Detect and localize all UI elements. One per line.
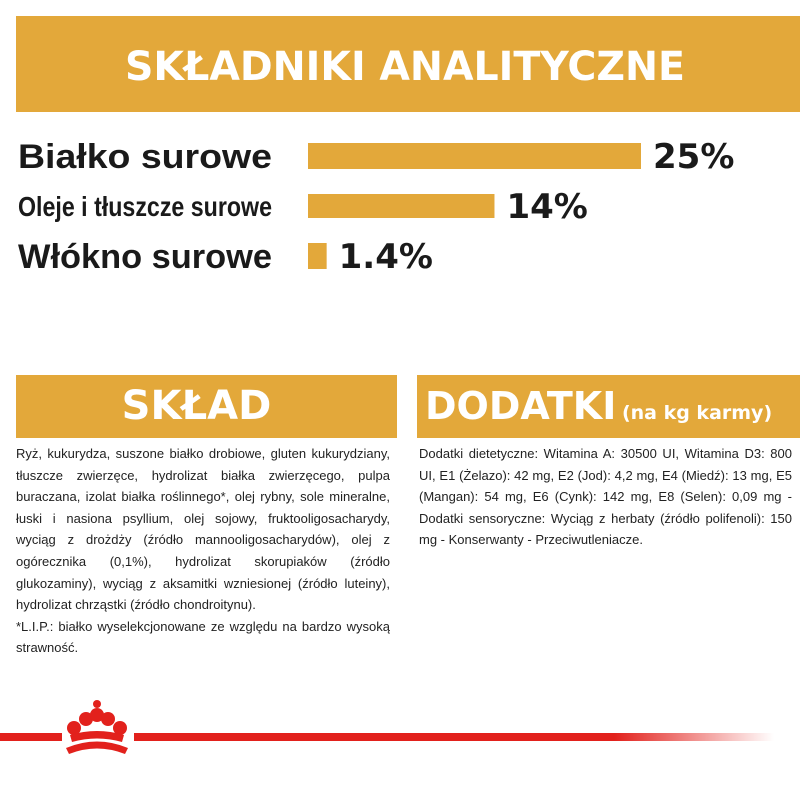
- category-label: Włókno surowe: [18, 238, 272, 276]
- crown-logo: [66, 700, 128, 754]
- value-label: 14%: [506, 187, 587, 227]
- category-label: Białko surowe: [18, 138, 272, 176]
- footer-line: [0, 733, 62, 741]
- analysis-chart: SKŁADNIKI ANALITYCZNE Białko surowe 25% Ol…: [16, 16, 800, 277]
- sklad-title: SKŁAD: [121, 383, 272, 429]
- category-label: Oleje i tłuszcze surowe: [18, 191, 272, 222]
- title-band: [16, 16, 800, 112]
- bar: [308, 243, 327, 269]
- sklad-text-block: Ryż, kukurydza, suszone białko drobiowe,…: [16, 443, 390, 659]
- sklad-note: *L.I.P.: białko wyselekcjonowane ze wzgl…: [16, 618, 390, 656]
- dodatki-band: DODATKI (na kg karmy): [417, 375, 800, 438]
- sklad-band: SKŁAD: [16, 375, 397, 438]
- dodatki-subtitle: (na kg karmy): [621, 402, 773, 424]
- sklad-text: Ryż, kukurydza, suszone białko drobiowe,…: [16, 446, 390, 613]
- value-label: 1.4%: [339, 237, 433, 277]
- dodatki-text: Dodatki dietetyczne: Witamina A: 30500 U…: [419, 446, 792, 548]
- value-label: 25%: [653, 137, 734, 177]
- chart-title: SKŁADNIKI ANALITYCZNE: [125, 44, 685, 90]
- dodatki-title: DODATKI: [425, 384, 617, 428]
- bar: [308, 194, 495, 218]
- footer-line: [134, 733, 774, 741]
- bar: [308, 143, 641, 169]
